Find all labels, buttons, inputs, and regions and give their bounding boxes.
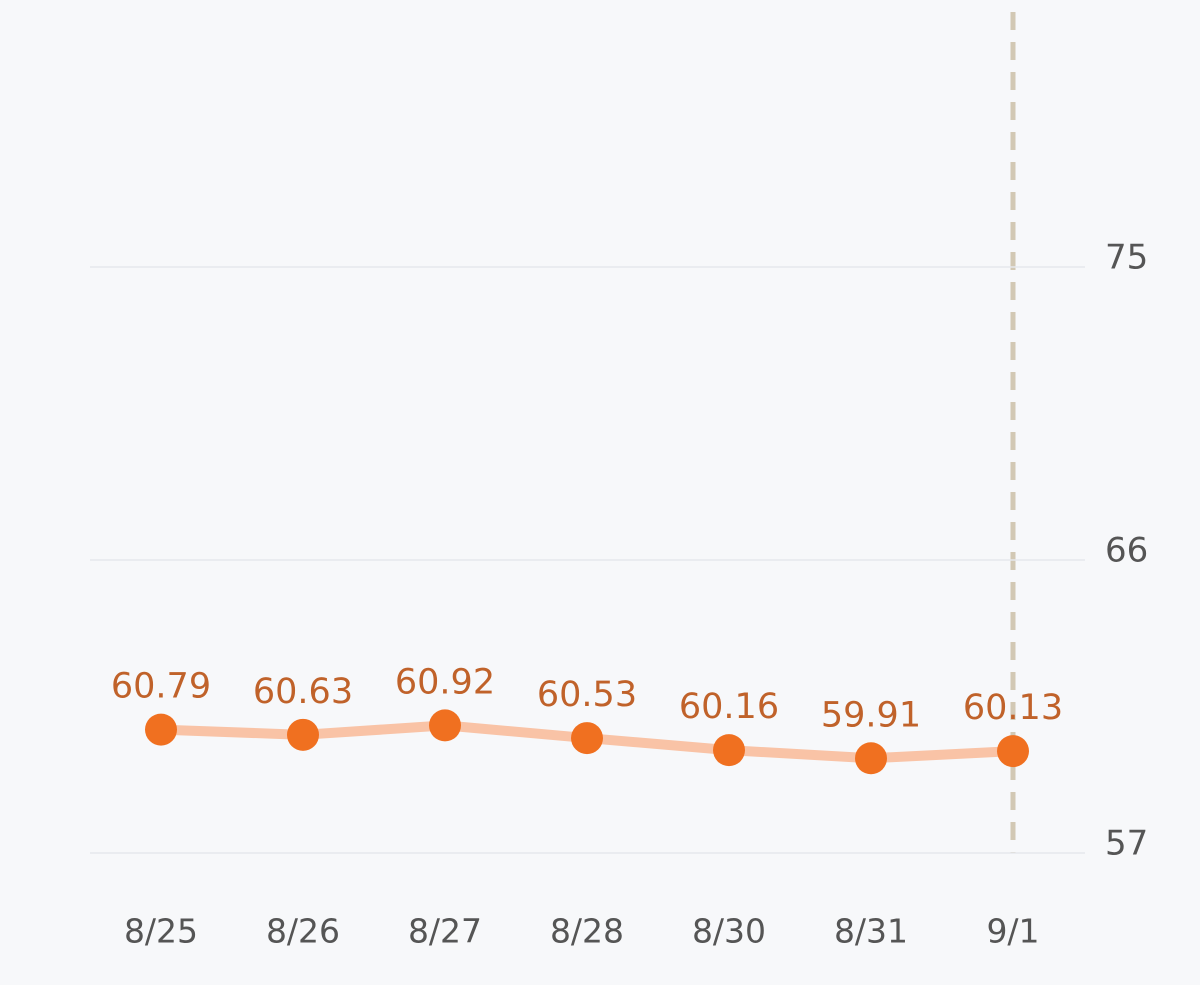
x-tick-label: 8/27 [408, 912, 482, 951]
point [287, 718, 319, 751]
data-label: 59.91 [821, 695, 921, 735]
data-label: 60.53 [537, 675, 637, 715]
data-label: 60.92 [395, 662, 495, 702]
x-tick-label: 8/25 [124, 912, 198, 951]
y-tick-label: 66 [1105, 531, 1148, 571]
data-label: 60.79 [111, 667, 211, 707]
y-tick-label: 57 [1105, 824, 1148, 864]
x-tick-label: 9/1 [986, 912, 1039, 951]
data-label: 60.63 [253, 672, 353, 712]
x-tick-label: 8/31 [834, 912, 908, 951]
point [145, 713, 177, 746]
point [429, 709, 461, 742]
y-tick-label: 75 [1105, 238, 1148, 278]
x-tick-label: 8/30 [692, 912, 766, 951]
point [713, 734, 745, 767]
x-tick-label: 8/28 [550, 912, 624, 951]
data-label: 60.16 [679, 687, 779, 727]
data-label: 60.13 [963, 688, 1063, 728]
point [571, 722, 603, 755]
point [855, 742, 887, 775]
point [997, 735, 1029, 768]
x-tick-label: 8/26 [266, 912, 340, 951]
